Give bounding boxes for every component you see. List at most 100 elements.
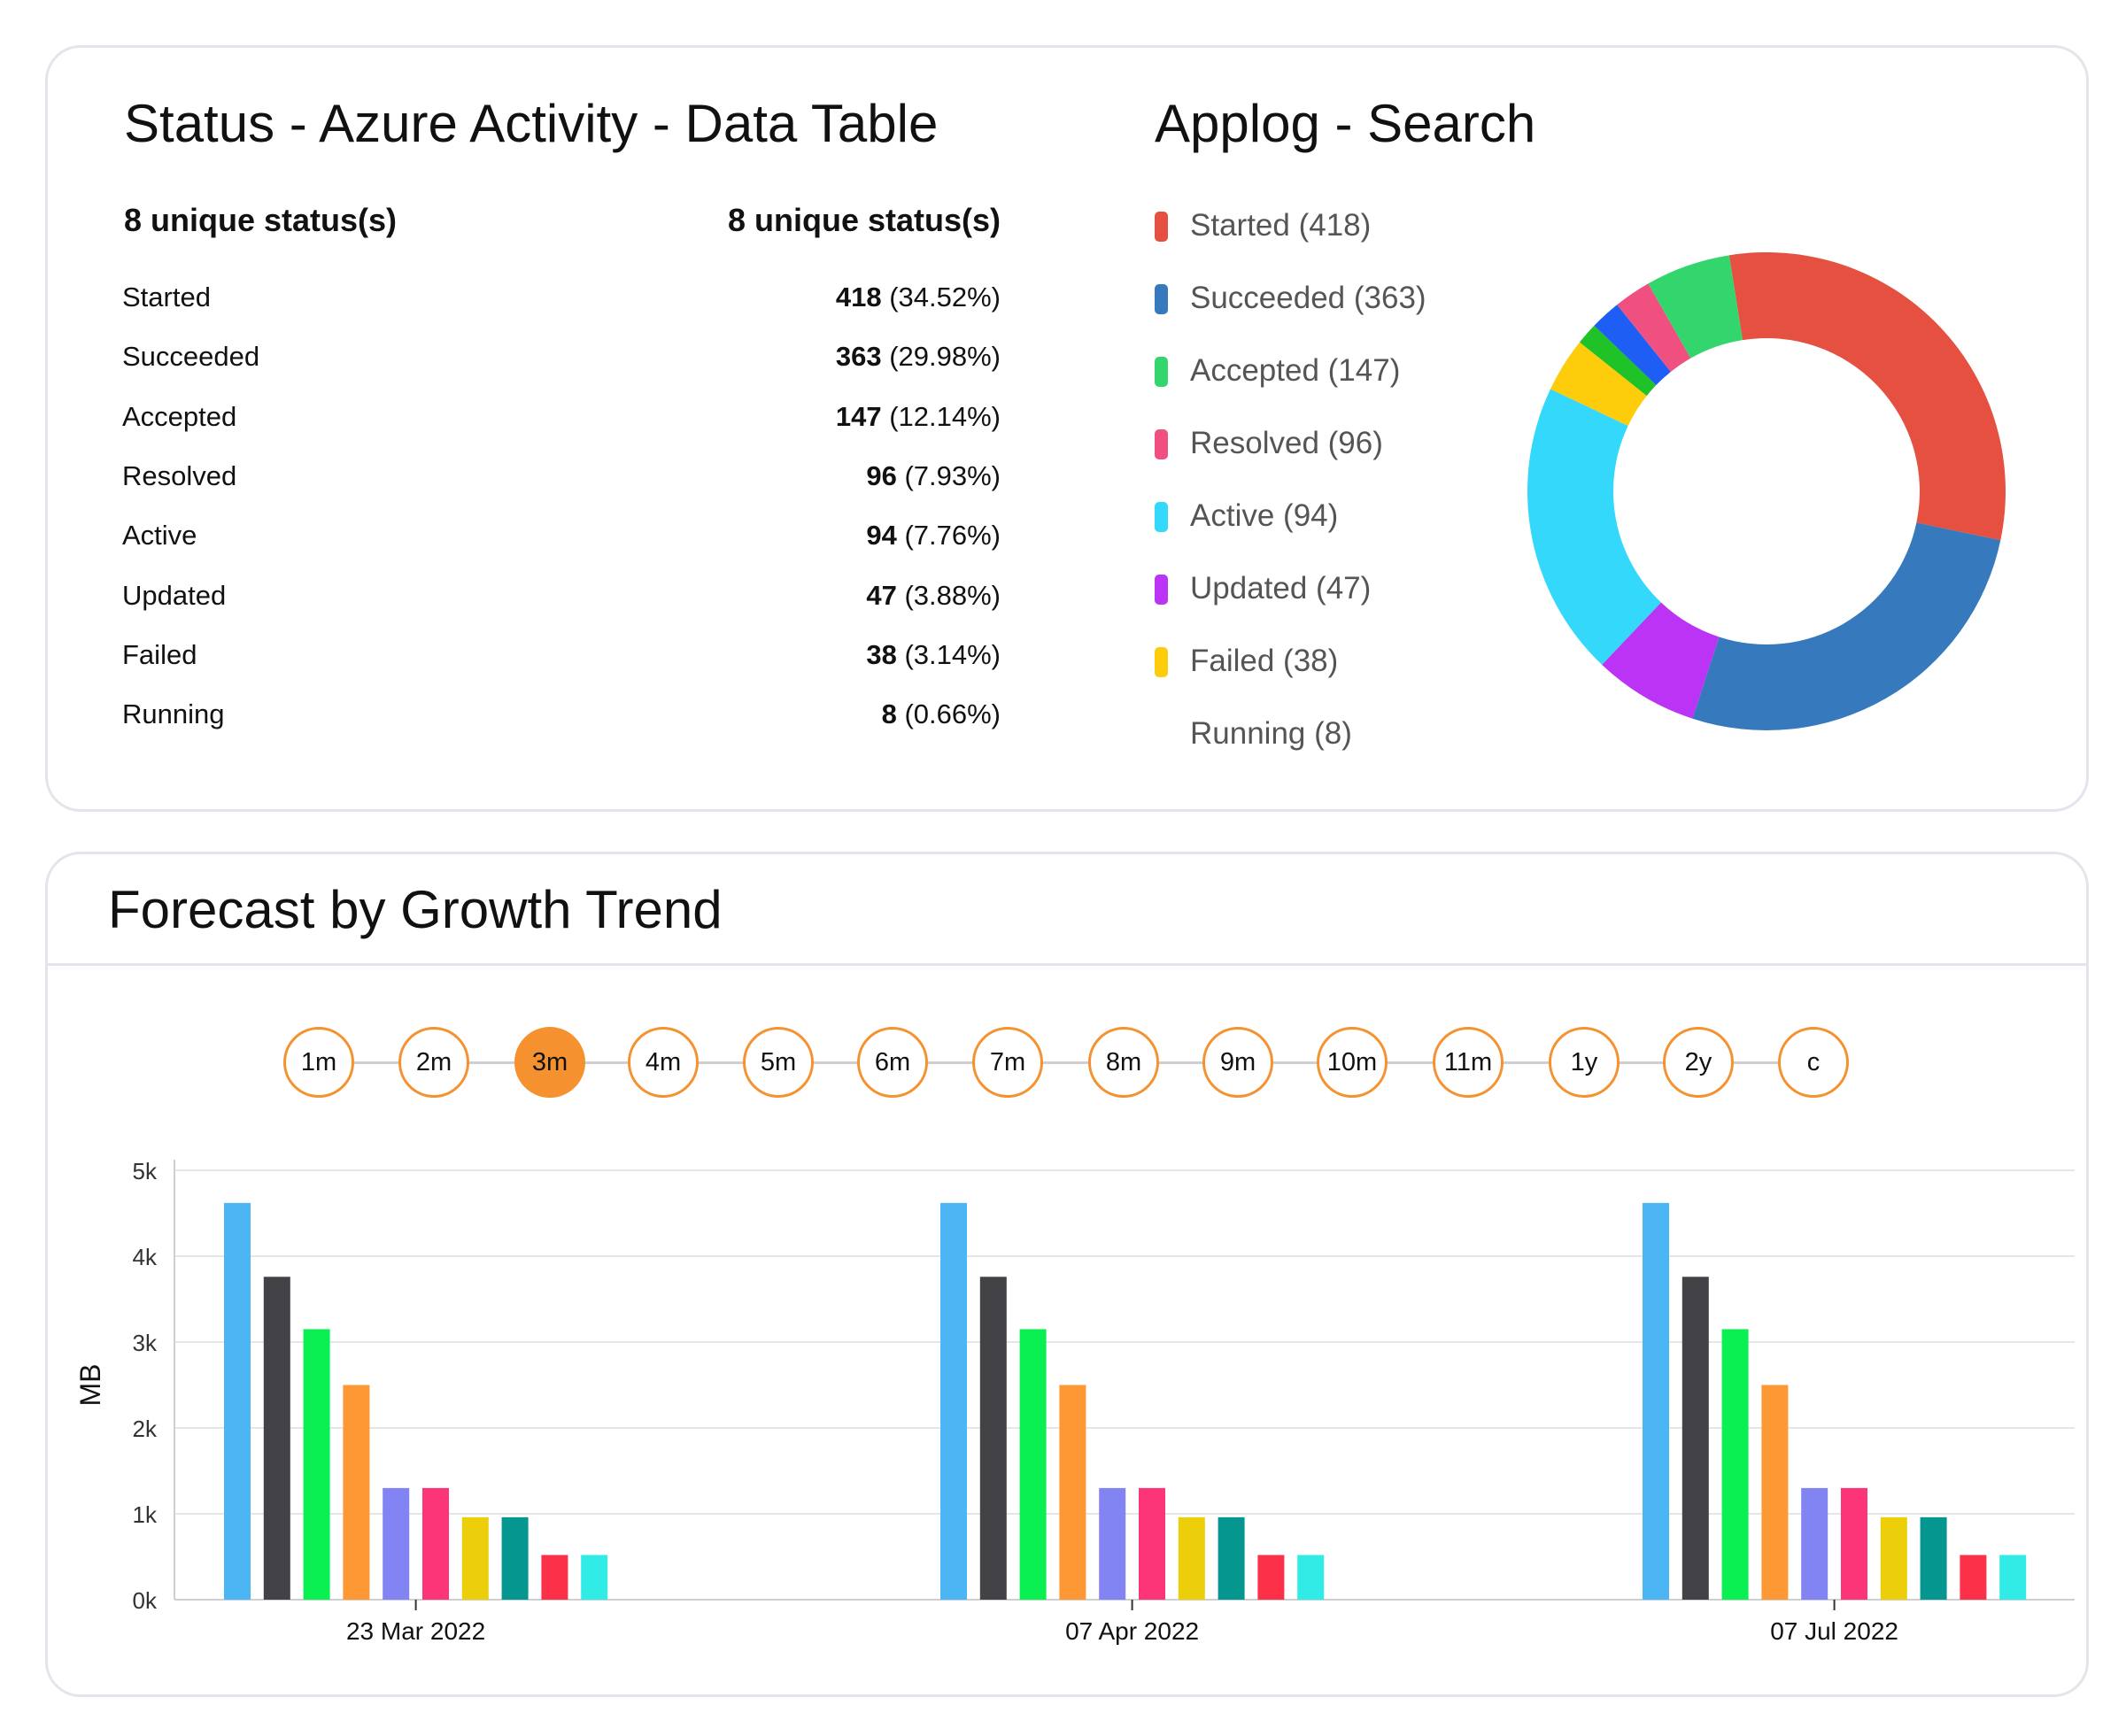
legend-label: Resolved (96) [1190,426,1383,460]
row-label: Running [122,698,225,730]
bar [303,1329,330,1600]
table-row: Succeeded 363 (29.98%) [122,341,1001,394]
status-table-title: Status - Azure Activity - Data Table [124,94,939,153]
row-percent: (29.98%) [881,341,1001,373]
row-value: 8 (0.66%) [882,698,1001,730]
legend-label: Started (418) [1190,208,1372,243]
range-button-c[interactable]: c [1778,1027,1849,1098]
range-button-1m[interactable]: 1m [283,1027,354,1098]
bar [1801,1487,1828,1600]
donut-slice [1617,283,1691,372]
bar [1880,1516,1907,1600]
y-tick-label: 5k [133,1158,158,1184]
bar [1920,1516,1947,1600]
range-button-3m[interactable]: 3m [514,1027,585,1098]
row-percent: (7.93%) [896,459,1001,491]
bar [1099,1487,1126,1600]
bar [1257,1555,1285,1600]
bar [224,1202,251,1600]
bar [1297,1555,1325,1600]
donut-slice [1602,602,1720,719]
bar [343,1385,370,1600]
range-button-2y[interactable]: 2y [1663,1027,1734,1098]
range-button-8m[interactable]: 8m [1088,1027,1159,1098]
bar [1019,1329,1047,1600]
card-divider [48,963,2086,966]
row-value: 418 (34.52%) [836,282,1001,313]
row-value: 147 (12.14%) [836,401,1001,433]
y-tick-label: 0k [133,1587,158,1614]
row-count: 363 [835,341,882,373]
range-button-1y[interactable]: 1y [1549,1027,1620,1098]
x-tick-label: 07 Apr 2022 [1065,1617,1199,1645]
bar [1999,1555,2027,1600]
donut-slice [1579,325,1657,397]
row-percent: (7.76%) [896,520,1001,552]
legend-swatch [1155,502,1168,532]
table-row: Started 418 (34.52%) [122,282,1001,335]
legend-swatch [1155,720,1168,750]
legend-label: Running (8) [1190,716,1352,751]
row-value: 96 (7.93%) [866,460,1001,492]
bar [1218,1516,1245,1600]
row-value: 94 (7.76%) [866,520,1001,552]
range-button-4m[interactable]: 4m [628,1027,699,1098]
table-row: Running 8 (0.66%) [122,698,1001,752]
bar [1721,1329,1749,1600]
donut-slice [1692,522,2001,730]
y-tick-label: 2k [133,1416,158,1442]
forecast-bar-chart: 0k 1k 2k 3k 4k 5k MB 23 Mar 2022 07 Apr 2022 07 J… [74,1158,2075,1645]
row-count: 94 [866,520,897,552]
donut-slice [1728,252,2006,541]
row-value: 363 (29.98%) [836,341,1001,373]
range-button-6m[interactable]: 6m [857,1027,928,1098]
row-label: Resolved [122,459,237,491]
y-tick-label: 1k [133,1501,158,1528]
legend-label: Accepted (147) [1190,353,1401,388]
bar [1960,1555,1987,1600]
row-count: 38 [866,638,897,670]
bar [383,1487,410,1600]
legend-swatch [1155,357,1168,387]
y-tick-label: 4k [133,1244,158,1270]
range-button-9m[interactable]: 9m [1202,1027,1273,1098]
donut-slice [1648,255,1743,359]
legend-label: Succeeded (363) [1190,281,1426,315]
legend-label: Failed (38) [1190,644,1339,678]
bar [1681,1277,1709,1600]
range-button-2m[interactable]: 2m [398,1027,469,1098]
range-button-10m[interactable]: 10m [1317,1027,1388,1098]
row-value: 47 (3.88%) [866,580,1001,612]
table-header-left: 8 unique status(s) [124,202,398,238]
row-label: Failed [122,638,197,670]
bar [422,1487,449,1600]
row-count: 147 [835,400,882,432]
range-button-7m[interactable]: 7m [972,1027,1043,1098]
row-value: 38 (3.14%) [866,639,1001,671]
donut-slice [1550,342,1647,426]
range-button-5m[interactable]: 5m [743,1027,814,1098]
row-label: Succeeded [122,341,260,373]
bar [541,1555,568,1600]
row-percent: (34.52%) [881,282,1001,312]
row-count: 96 [866,459,897,491]
legend-swatch [1155,647,1168,677]
table-row: Active 94 (7.76%) [122,520,1001,573]
row-count: 8 [881,698,897,730]
legend-swatch [1155,429,1168,459]
bar [1841,1487,1867,1600]
bar [581,1555,608,1600]
row-label: Accepted [122,400,237,432]
range-button-11m[interactable]: 11m [1433,1027,1504,1098]
table-row: Updated 47 (3.88%) [122,580,1001,633]
row-count: 47 [866,579,897,611]
donut-chart [1527,252,2006,730]
bar [1178,1516,1205,1600]
bar [501,1516,529,1600]
row-label: Active [122,520,197,552]
x-tick-label: 07 Jul 2022 [1770,1617,1898,1645]
legend-label: Active (94) [1190,498,1339,533]
range-track [319,1061,1815,1064]
row-percent: (3.14%) [896,638,1001,670]
legend-swatch [1155,284,1168,314]
